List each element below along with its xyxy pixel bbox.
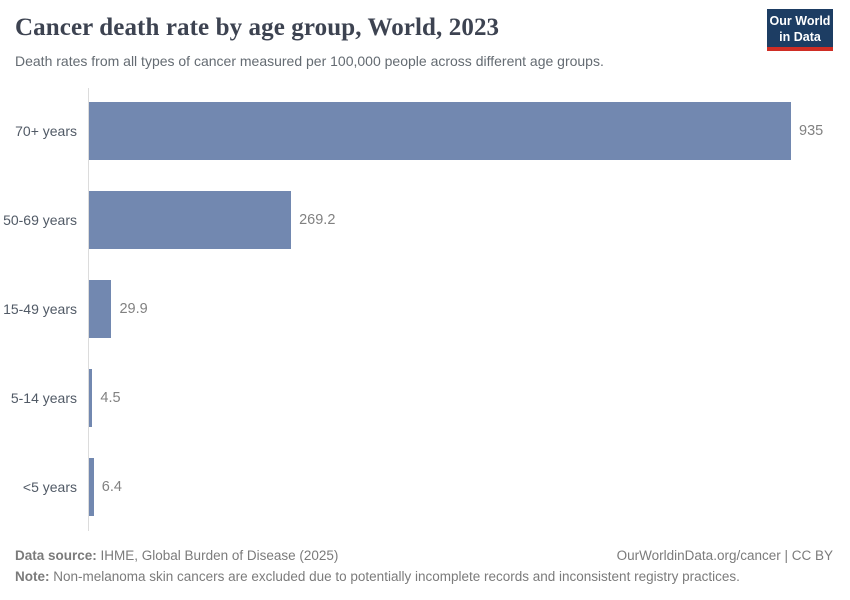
value-label: 269.2 [299, 211, 336, 228]
bar-track: 29.9 [89, 279, 850, 338]
chart-rows: 70+ years 935 50-69 years 269.2 15-49 years 2… [0, 86, 850, 531]
credit-link[interactable]: OurWorldinData.org/cancer | CC BY [616, 548, 833, 563]
bar [89, 190, 292, 249]
bar-row: 5-14 years 4.5 [0, 353, 850, 442]
category-label: 15-49 years [3, 300, 77, 317]
bar [89, 457, 94, 516]
value-label: 29.9 [119, 300, 148, 317]
bar-row: <5 years 6.4 [0, 442, 850, 531]
value-label: 6.4 [101, 478, 122, 495]
bar-track: 4.5 [89, 368, 850, 427]
bar-track: 935 [89, 101, 850, 160]
category-label: 5-14 years [10, 389, 77, 406]
category-label: <5 years [22, 478, 77, 495]
note-label: Note: [15, 569, 50, 584]
bar [89, 368, 93, 427]
bar-track: 269.2 [89, 190, 850, 249]
chart-note: Note: Non-melanoma skin cancers are excl… [15, 566, 833, 587]
chart-footer: Data source: IHME, Global Burden of Dise… [15, 545, 833, 587]
chart-subtitle: Death rates from all types of cancer mea… [15, 53, 604, 69]
owid-logo[interactable]: Our World in Data [767, 9, 833, 51]
bar-track: 6.4 [89, 457, 850, 516]
bar-row: 70+ years 935 [0, 86, 850, 175]
owid-logo-line2: in Data [779, 30, 821, 44]
chart-title: Cancer death rate by age group, World, 2… [15, 14, 500, 41]
data-source-text: IHME, Global Burden of Disease (2025) [96, 548, 339, 563]
data-source-label: Data source: [15, 548, 97, 563]
bar-row: 15-49 years 29.9 [0, 264, 850, 353]
bar-row: 50-69 years 269.2 [0, 175, 850, 264]
y-axis-line [88, 88, 89, 531]
value-label: 4.5 [100, 389, 121, 406]
category-label: 70+ years [15, 122, 77, 139]
value-label: 935 [799, 122, 824, 139]
note-text: Non-melanoma skin cancers are excluded d… [49, 569, 740, 584]
bar-chart: 70+ years 935 50-69 years 269.2 15-49 years 2… [0, 86, 850, 531]
owid-logo-line1: Our World [769, 14, 831, 28]
bar [89, 101, 791, 160]
category-label: 50-69 years [3, 211, 77, 228]
bar [89, 279, 112, 338]
data-source: Data source: IHME, Global Burden of Dise… [15, 545, 338, 566]
